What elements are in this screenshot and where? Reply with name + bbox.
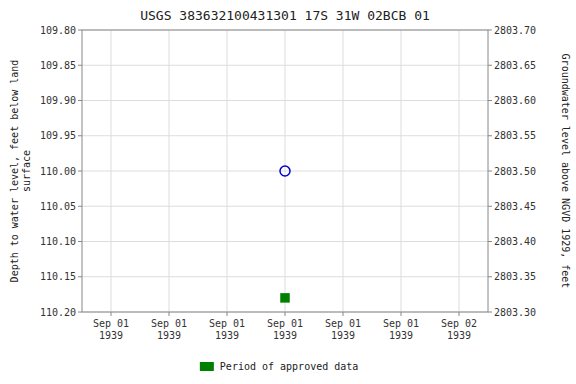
tick xyxy=(78,100,82,101)
legend-swatch xyxy=(200,362,214,371)
title: USGS 383632100431301 17S 31W 02BCB 01 xyxy=(140,8,430,23)
text-line: Sep 01 xyxy=(325,318,361,329)
plot-frame xyxy=(82,30,488,312)
tick xyxy=(285,312,286,316)
grid-line xyxy=(459,30,460,312)
grid-line xyxy=(285,30,286,312)
tick-label: 2803.50 xyxy=(494,166,536,177)
tick xyxy=(343,312,344,316)
tick-label: 2803.40 xyxy=(494,236,536,247)
grid-line xyxy=(227,30,228,312)
text-line: Sep 01 xyxy=(151,318,187,329)
tick-label: 109.80 xyxy=(40,25,76,36)
tick xyxy=(401,312,402,316)
tick-label: Sep 021939 xyxy=(441,318,477,341)
tick xyxy=(78,30,82,31)
tick-label: Sep 011939 xyxy=(267,318,303,341)
tick xyxy=(488,171,492,172)
text-line: 1939 xyxy=(447,330,471,341)
text-line: 1939 xyxy=(215,330,239,341)
tick xyxy=(488,206,492,207)
tick xyxy=(488,30,492,31)
grid-line xyxy=(343,30,344,312)
text-line: Sep 01 xyxy=(209,318,245,329)
tick-label: Sep 011939 xyxy=(209,318,245,341)
text-line: surface xyxy=(21,150,32,192)
y2-axis-label: Groundwater level above NGVD 1929, feet xyxy=(560,54,571,289)
grid xyxy=(82,30,488,312)
y-axis: 109.80 109.85 109.90 109.95 110.00 110.05 110.… xyxy=(40,25,82,318)
legend-label: Period of approved data xyxy=(220,361,358,372)
text-line: 1939 xyxy=(99,330,123,341)
text-line: Sep 01 xyxy=(383,318,419,329)
tick-label: 110.10 xyxy=(40,236,76,247)
tick xyxy=(78,241,82,242)
grid-line xyxy=(111,30,112,312)
tick-label: 2803.65 xyxy=(494,60,536,71)
tick xyxy=(78,135,82,136)
tick-label: 2803.55 xyxy=(494,130,536,141)
text-line: 1939 xyxy=(389,330,413,341)
y-axis-label: Depth to water level, feet below landsur… xyxy=(9,60,32,283)
tick xyxy=(488,135,492,136)
tick xyxy=(488,312,492,313)
tick-label: 2803.60 xyxy=(494,95,536,106)
x-axis: Sep 011939Sep 011939Sep 011939Sep 011939… xyxy=(93,312,477,341)
text-line: Sep 02 xyxy=(441,318,477,329)
tick xyxy=(459,312,460,316)
point xyxy=(280,166,290,176)
tick xyxy=(78,312,82,313)
tick-label: 109.85 xyxy=(40,60,76,71)
text-line: Sep 01 xyxy=(267,318,303,329)
tick-label: 110.05 xyxy=(40,201,76,212)
tick xyxy=(169,312,170,316)
tick xyxy=(78,171,82,172)
tick-label: 110.15 xyxy=(40,271,76,282)
text-line: Sep 01 xyxy=(93,318,129,329)
legend: Period of approved data xyxy=(200,361,358,372)
chart: USGS 383632100431301 17S 31W 02BCB 01 109… xyxy=(0,0,576,384)
grid-line xyxy=(169,30,170,312)
text-line: Depth to water level, feet below land xyxy=(9,60,20,283)
tick xyxy=(78,65,82,66)
tick-label: 2803.70 xyxy=(494,25,536,36)
tick-label: Sep 011939 xyxy=(93,318,129,341)
point xyxy=(281,294,289,302)
tick-label: 2803.45 xyxy=(494,201,536,212)
grid-line xyxy=(401,30,402,312)
tick xyxy=(78,206,82,207)
tick xyxy=(78,276,82,277)
tick-label: 110.20 xyxy=(40,307,76,318)
tick xyxy=(488,276,492,277)
text-line: 1939 xyxy=(157,330,181,341)
tick-label: 109.95 xyxy=(40,130,76,141)
tick xyxy=(227,312,228,316)
tick-label: Sep 011939 xyxy=(383,318,419,341)
tick-label: 2803.35 xyxy=(494,271,536,282)
tick xyxy=(488,100,492,101)
tick-label: 110.00 xyxy=(40,166,76,177)
tick-label: Sep 011939 xyxy=(325,318,361,341)
tick xyxy=(111,312,112,316)
tick-label: 2803.30 xyxy=(494,307,536,318)
tick-label: Sep 011939 xyxy=(151,318,187,341)
y2-axis: 2803.70 2803.65 2803.60 2803.55 2803.50 2803.… xyxy=(488,25,536,318)
text-line: 1939 xyxy=(331,330,355,341)
marks xyxy=(280,166,290,302)
tick xyxy=(488,65,492,66)
tick-label: 109.90 xyxy=(40,95,76,106)
text-line: 1939 xyxy=(273,330,297,341)
tick xyxy=(488,241,492,242)
